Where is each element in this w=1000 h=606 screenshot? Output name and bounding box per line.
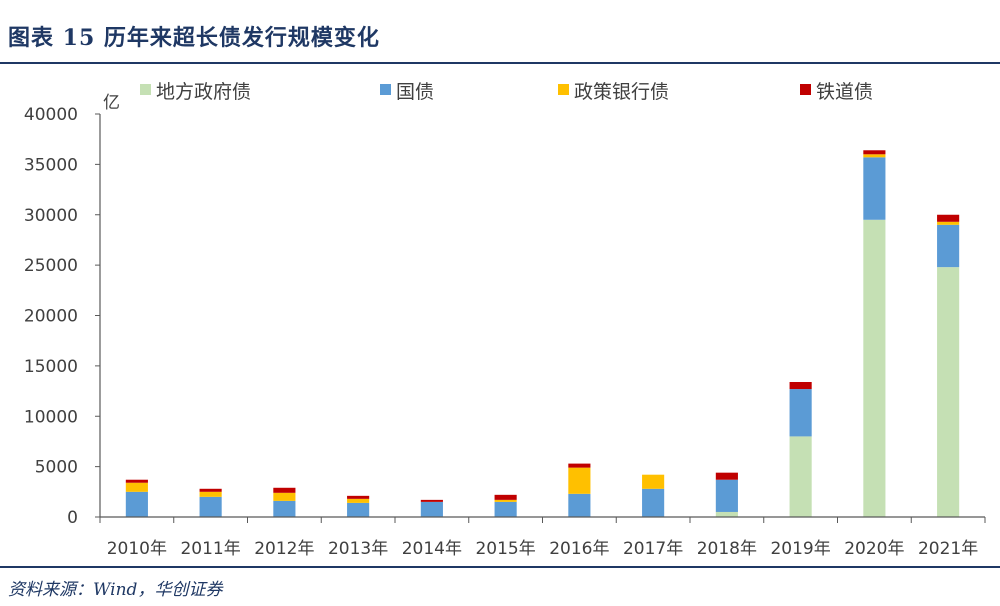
legend-label: 铁道债	[816, 81, 873, 103]
x-tick-label: 2018年	[697, 539, 757, 559]
x-tick-label: 2016年	[549, 539, 609, 559]
legend-swatch	[380, 84, 391, 95]
bar-segment-2-7	[568, 493, 591, 517]
x-tick-label: 2017年	[623, 539, 683, 559]
y-tick-label: 5000	[35, 458, 78, 478]
bar-segment-4-1	[125, 479, 148, 483]
x-tick-label: 2010年	[107, 539, 167, 559]
bar-segment-4-11	[863, 150, 886, 155]
y-tick-label: 15000	[24, 357, 78, 377]
bar-segment-1-9	[715, 511, 738, 517]
x-tick-label: 2011年	[180, 539, 240, 559]
chart-legend: 地方政府债 国债 政策银行债 铁道债	[140, 81, 873, 103]
source-rule	[0, 566, 1000, 568]
legend-swatch	[800, 84, 811, 95]
chart-bars	[125, 150, 960, 518]
y-tick-label: 35000	[24, 155, 78, 175]
x-tick-label: 2019年	[770, 539, 830, 559]
y-tick-label: 30000	[24, 206, 78, 226]
stacked-bar-chart: 地方政府债 国债 政策银行债 铁道债 0 5000 10000 15000 20000 2500…	[24, 81, 986, 559]
bar-segment-4-2	[199, 488, 222, 492]
chart-axes	[99, 114, 985, 518]
bar-segment-2-4	[347, 502, 370, 517]
bar-segment-4-7	[568, 463, 591, 468]
legend-swatch	[558, 84, 569, 95]
bar-segment-3-3	[273, 492, 296, 501]
bar-segment-2-11	[863, 157, 886, 220]
bar-segment-2-3	[273, 500, 296, 517]
bar-segment-4-5	[420, 499, 443, 502]
bar-segment-2-5	[420, 501, 443, 517]
x-tick-label: 2020年	[844, 539, 904, 559]
source-note: 资料来源：Wind，华创证券	[8, 580, 223, 600]
bar-segment-2-9	[715, 479, 738, 512]
legend-label: 地方政府债	[156, 81, 251, 103]
bar-segment-4-9	[715, 472, 738, 480]
bar-segment-1-10	[789, 436, 812, 517]
bar-segment-3-2	[199, 491, 222, 497]
figure-title: 图表 15 历年来超长债发行规模变化	[8, 25, 380, 51]
x-tick-label: 2021年	[918, 539, 978, 559]
y-tick-label: 10000	[24, 407, 78, 427]
y-tick-label: 40000	[24, 105, 78, 125]
bar-segment-4-4	[347, 495, 370, 499]
chart-ticks: 0 5000 10000 15000 20000 25000 30000 35000 40000…	[24, 93, 986, 559]
bar-segment-2-8	[642, 488, 665, 517]
legend-label: 国债	[396, 81, 434, 103]
bar-segment-1-11	[863, 219, 886, 518]
bar-segment-2-10	[789, 389, 812, 437]
title-rule	[0, 62, 1000, 64]
bar-segment-3-4	[347, 498, 370, 503]
bar-segment-3-12	[937, 221, 960, 225]
x-tick-label: 2013年	[328, 539, 388, 559]
bar-segment-3-8	[642, 474, 665, 489]
bar-segment-4-3	[273, 487, 296, 493]
legend-swatch	[140, 84, 151, 95]
bar-segment-4-10	[789, 382, 812, 390]
bar-segment-3-1	[125, 482, 148, 492]
bar-segment-3-6	[494, 499, 517, 502]
x-tick-label: 2012年	[254, 539, 314, 559]
y-axis-unit-label: 亿	[103, 93, 120, 113]
legend-label: 政策银行债	[574, 81, 669, 103]
bar-segment-1-12	[937, 267, 960, 517]
bar-segment-2-1	[125, 491, 148, 517]
bar-segment-4-6	[494, 494, 517, 500]
bar-segment-3-7	[568, 467, 591, 494]
bar-segment-2-12	[937, 224, 960, 268]
x-tick-label: 2015年	[475, 539, 535, 559]
bar-segment-2-2	[199, 496, 222, 517]
bar-segment-4-12	[937, 214, 960, 222]
x-tick-label: 2014年	[402, 539, 462, 559]
bar-segment-2-6	[494, 501, 517, 517]
y-tick-label: 0	[67, 508, 78, 528]
y-tick-label: 20000	[24, 307, 78, 327]
bar-segment-3-11	[863, 154, 886, 158]
y-tick-label: 25000	[24, 256, 78, 276]
